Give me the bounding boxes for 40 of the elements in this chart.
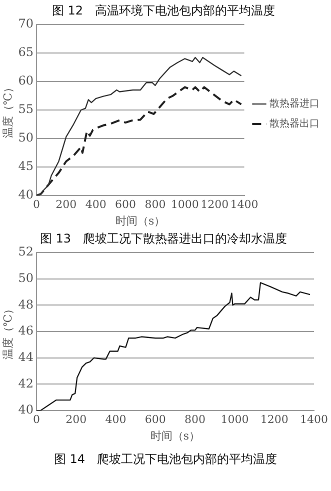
y-tick-label: 42 xyxy=(18,376,34,390)
y-tick-label: 46 xyxy=(18,324,34,338)
y-tick-label: 44 xyxy=(18,350,34,364)
x-tick-label: 200 xyxy=(56,198,77,212)
chart-title: 图 12 高温环境下电池包内部的平均温度 xyxy=(52,3,276,18)
x-tick-label: 400 xyxy=(85,198,106,212)
y-tick-label: 55 xyxy=(18,102,34,116)
x-tick-label: 1400 xyxy=(230,198,258,212)
legend-label: 散热器出口 xyxy=(269,118,320,130)
x-tick-label: 1400 xyxy=(300,413,328,426)
y-tick-label: 70 xyxy=(18,16,34,31)
x-tick-label: 200 xyxy=(66,413,87,426)
y-axis-title: 温度（℃） xyxy=(1,82,14,138)
x-tick-label: 400 xyxy=(105,413,126,426)
y-tick-label: 50 xyxy=(18,130,34,145)
x-tick-label: 1200 xyxy=(200,198,229,212)
x-axis-title: 时间（s） xyxy=(116,214,166,228)
y-tick-label: 52 xyxy=(18,244,34,259)
x-tick-label: 800 xyxy=(144,198,166,212)
caption: 图 14 爬坡工况下电池包内部的平均温度 xyxy=(52,451,278,468)
chart-title: 图 13 爬坡工况下散热器进出口的冷却水温度 xyxy=(40,231,288,246)
x-tick-label: 600 xyxy=(144,413,166,426)
x-tick-label: 600 xyxy=(115,198,136,212)
y-tick-label: 45 xyxy=(18,159,34,174)
x-tick-label: 1000 xyxy=(220,413,249,426)
y-tick-label: 65 xyxy=(18,45,34,60)
x-tick-label: 0 xyxy=(32,198,40,212)
x-tick-label: 1200 xyxy=(260,413,288,426)
x-tick-label: 800 xyxy=(184,413,206,426)
x-tick-label: 0 xyxy=(32,413,40,426)
y-axis-title: 温度（℃） xyxy=(1,303,14,360)
legend-label: 散热器进口 xyxy=(269,98,320,110)
x-tick-label: 1000 xyxy=(170,198,199,212)
y-tick-label: 50 xyxy=(18,270,34,285)
line-series xyxy=(36,86,242,196)
y-tick-label: 48 xyxy=(18,297,34,312)
y-tick-label: 40 xyxy=(18,188,34,202)
y-tick-label: 40 xyxy=(18,402,34,417)
y-tick-label: 60 xyxy=(18,74,34,88)
x-axis-title: 时间（s） xyxy=(150,429,200,442)
